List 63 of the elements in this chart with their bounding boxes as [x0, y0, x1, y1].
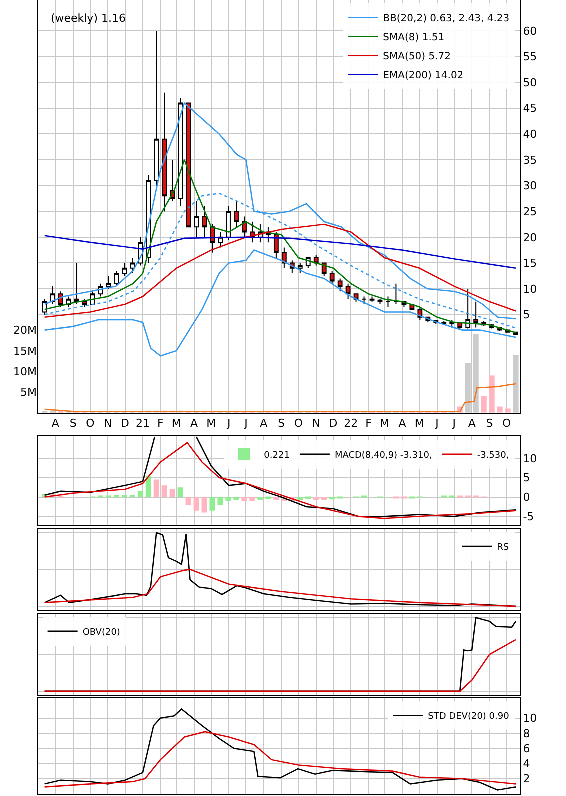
legend-label: OBV(20) [82, 628, 120, 638]
x-tick-label: 21 [136, 417, 150, 430]
x-tick-label: J [244, 417, 248, 430]
x-tick-label: S [486, 417, 494, 430]
y-tick-label: 15 [523, 257, 538, 270]
y-tick-label: 10 [523, 712, 538, 726]
legend-label: 0.221 [264, 450, 290, 461]
x-tick-label: S [70, 417, 77, 430]
x-tick-label: J [452, 417, 456, 430]
x-tick-label: F [157, 417, 164, 430]
y-tick-label: 10 [523, 452, 538, 466]
y-tick-label: 8 [523, 727, 530, 740]
x-tick-label: M [206, 417, 216, 430]
y-tick-label: 20 [523, 231, 538, 244]
y-tick-label: 10 [523, 282, 538, 296]
y-tick-label: 0 [523, 491, 530, 504]
y-tick-label: 5 [523, 308, 530, 322]
legend-label: SMA(50) 5.72 [383, 52, 451, 63]
legend-label: RS [497, 542, 510, 553]
y-tick-label: 50 [523, 76, 538, 90]
y-tick-label: 2 [523, 772, 530, 786]
y-tick-label: 45 [523, 102, 538, 116]
x-tick-label: D [121, 417, 130, 430]
x-tick-label: M [172, 417, 182, 430]
legend-label: BB(20,2) 0.63, 2.43, 4.23 [383, 14, 510, 25]
y2-tick-label: 5M [20, 386, 37, 400]
x-tick-label: 22 [344, 417, 358, 430]
y2-tick-label: 15M [14, 344, 37, 358]
legend-label: MACD(8,40,9) -3.310, [334, 450, 432, 461]
x-tick-label: N [312, 417, 320, 430]
x-tick-label: A [190, 417, 199, 430]
y-tick-label: 6 [523, 742, 530, 756]
legend-label: EMA(200) 14.02 [383, 70, 464, 82]
legend-label: -3.530, [477, 450, 510, 461]
x-tick-label: M [414, 417, 424, 430]
x-tick-label: A [398, 417, 407, 430]
y-tick-label: 4 [523, 758, 530, 771]
x-tick-label: A [52, 417, 60, 430]
y2-tick-label: 20M [14, 324, 37, 338]
x-tick-label: O [294, 417, 304, 430]
x-tick-label: M [380, 417, 390, 430]
x-tick-label: J [434, 417, 439, 430]
y-tick-label: 30 [523, 180, 538, 193]
legend-label: SMA(8) 1.51 [383, 32, 445, 44]
y-tick-label: 60 [523, 24, 538, 38]
x-tick-label: A [468, 417, 476, 430]
y-tick-label: 25 [523, 205, 538, 218]
y-tick-label: 40 [523, 128, 538, 142]
x-tick-label: J [226, 417, 231, 430]
x-tick-label: N [104, 417, 112, 430]
x-tick-label: D [329, 417, 338, 430]
x-tick-label: F [366, 417, 372, 430]
y-tick-label: 55 [523, 50, 538, 64]
x-tick-label: O [86, 417, 96, 430]
x-tick-label: O [502, 417, 512, 430]
text: (weekly) 1.16 [50, 12, 126, 26]
x-tick-label: A [260, 417, 268, 430]
y-tick-label: -5 [523, 510, 534, 524]
legend-label: STD DEV(20) 0.90 [428, 712, 510, 722]
y2-tick-label: 10M [14, 365, 37, 378]
y-tick-label: 35 [523, 154, 538, 167]
x-tick-label: S [278, 417, 286, 430]
y-tick-label: 5 [523, 472, 530, 485]
